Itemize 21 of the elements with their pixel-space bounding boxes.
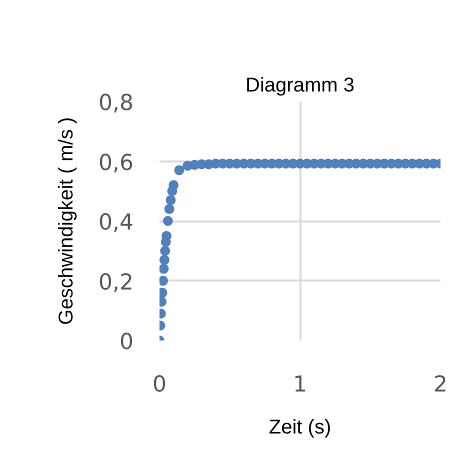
point [160,276,168,286]
point [164,204,174,214]
point [160,264,169,274]
point [166,195,176,206]
point [160,254,170,265]
y-tick-label: 0,2 [98,270,134,296]
x-tick-label: 1 [293,372,307,398]
chart-title: Diagramm 3 [246,74,354,96]
point [162,230,172,241]
point [168,180,179,190]
x-tick-label: 2 [434,372,448,398]
y-tick-label: 0,6 [98,150,134,176]
point [160,246,170,256]
x-tick-label: 0 [152,372,166,398]
point [174,165,184,176]
x-axis-title: Zeit (s) [268,416,332,438]
y-tick-label: 0,8 [98,91,134,116]
point [162,216,173,226]
y-axis-title: Geschwindigkeit ( m/s ) [56,117,78,325]
y-tick-label: 0 [120,330,134,355]
y-tick-label: 0,4 [98,210,134,236]
